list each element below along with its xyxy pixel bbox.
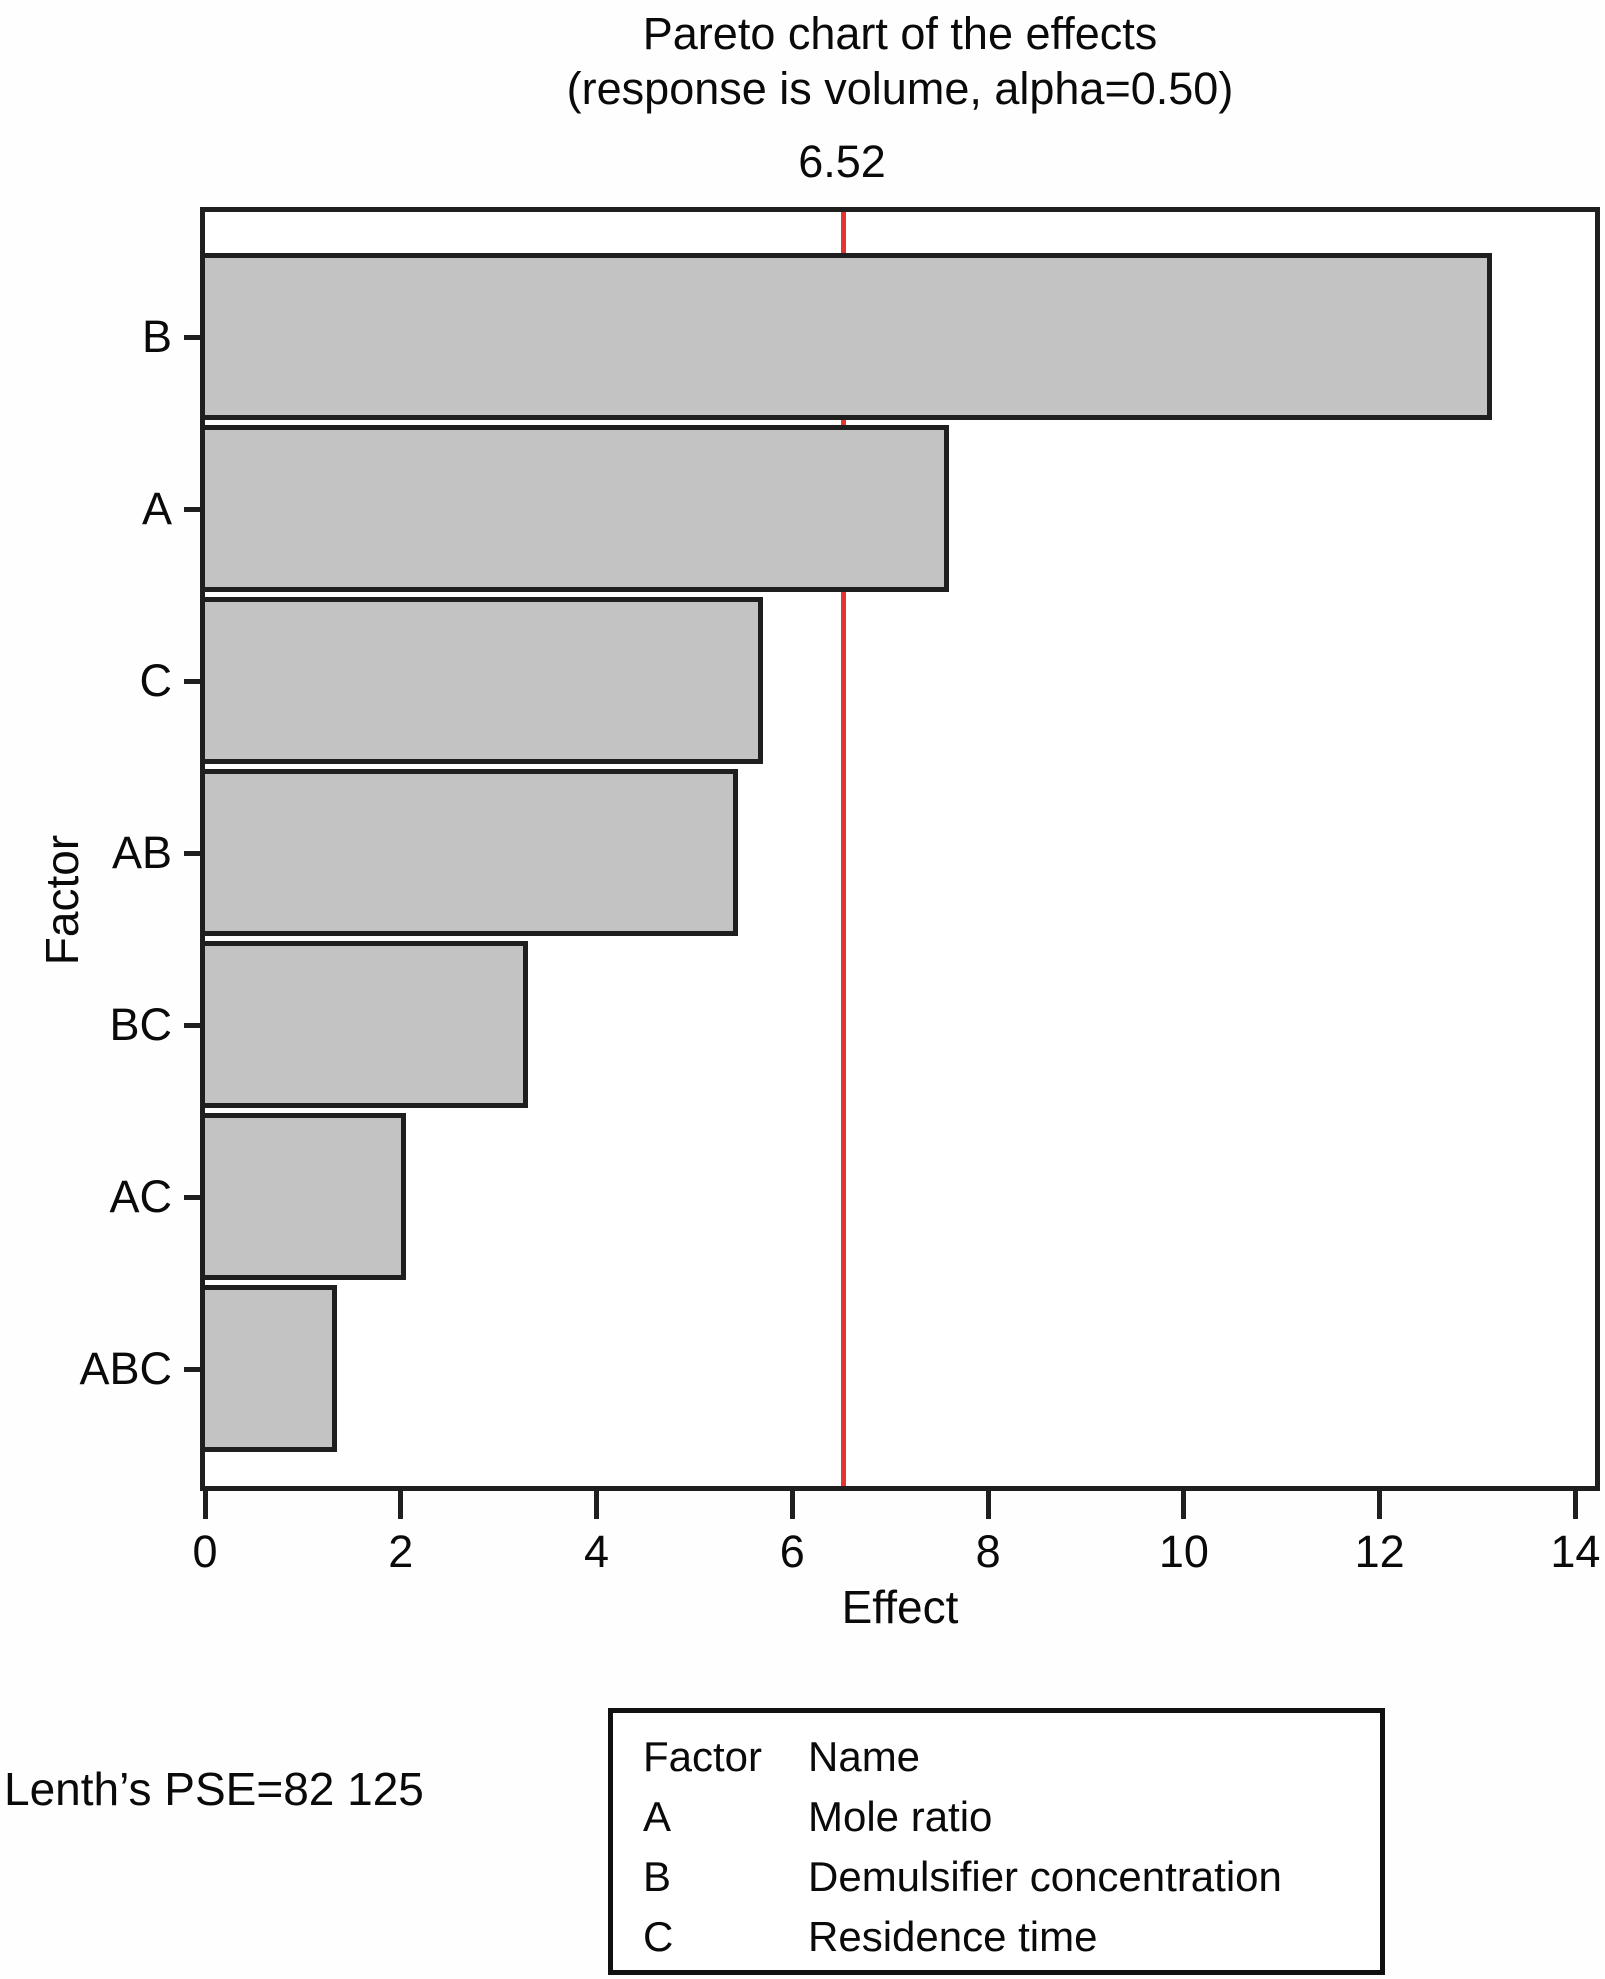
- legend-row-A: A Mole ratio: [613, 1787, 1380, 1847]
- legend-factor-cell: C: [643, 1913, 674, 1960]
- chart-title-line1: Pareto chart of the effects: [642, 8, 1158, 59]
- x-axis-tick-14: [1572, 1491, 1578, 1519]
- legend-factor-cell: B: [643, 1853, 672, 1900]
- x-axis-tick-label-14: 14: [1550, 1526, 1601, 1577]
- chart-title-line2: (response is volume, alpha=0.50): [566, 63, 1234, 114]
- bar-AC: [205, 1113, 406, 1280]
- legend-factor-cell: A: [643, 1793, 672, 1840]
- y-axis-tick-B: [184, 335, 204, 340]
- x-axis-tick-0: [202, 1491, 208, 1519]
- legend-factor-cell: Factor: [643, 1733, 763, 1780]
- x-axis-tick-label-2: 2: [388, 1526, 414, 1577]
- x-axis-tick-12: [1377, 1491, 1383, 1519]
- y-axis-tick-label-A: A: [141, 483, 172, 534]
- legend-name-cell: Residence time: [808, 1913, 1098, 1960]
- y-axis-tick-label-B: B: [141, 311, 172, 362]
- y-axis-tick-label-C: C: [139, 655, 173, 706]
- reference-line-value-label: 6.52: [798, 136, 886, 187]
- y-axis-tick-A: [184, 507, 204, 512]
- bar-B: [205, 253, 1493, 420]
- y-axis-tick-label-AB: AB: [111, 827, 172, 878]
- x-axis-tick-10: [1181, 1491, 1187, 1519]
- x-axis-title: Effect: [841, 1581, 959, 1633]
- legend-rows: Factor Name A Mole ratio B Demulsifier concen…: [613, 1727, 1380, 1967]
- legend-name-cell: Name: [808, 1733, 921, 1780]
- legend-name-cell: Demulsifier concentration: [808, 1853, 1282, 1900]
- reference-line: [841, 212, 847, 1486]
- page-title: Pareto chart of the effects (response is…: [300, 6, 1500, 116]
- bar-C: [205, 597, 763, 764]
- lenths-pse-note: Lenth’s PSE=82 125: [4, 1763, 424, 1815]
- x-axis-tick-label-10: 10: [1158, 1526, 1209, 1577]
- bar-A: [205, 425, 949, 592]
- plot-inner: [205, 212, 1595, 1486]
- y-axis-tick-C: [184, 679, 204, 684]
- x-axis-tick-label-0: 0: [192, 1526, 218, 1577]
- legend-name-cell: Mole ratio: [808, 1793, 993, 1840]
- x-axis-tick-label-12: 12: [1354, 1526, 1405, 1577]
- x-axis-tick-6: [789, 1491, 795, 1519]
- x-axis-tick-2: [398, 1491, 404, 1519]
- bar-BC: [205, 941, 529, 1108]
- legend-header-row: Factor Name: [613, 1727, 1380, 1787]
- legend-row-B: B Demulsifier concentration: [613, 1847, 1380, 1907]
- x-axis-tick-4: [594, 1491, 600, 1519]
- y-axis-tick-BC: [184, 1023, 204, 1028]
- y-axis-tick-AB: [184, 851, 204, 856]
- y-axis-tick-AC: [184, 1195, 204, 1200]
- legend-box: Factor Name A Mole ratio B Demulsifier concen…: [608, 1708, 1385, 1975]
- x-axis-tick-label-6: 6: [779, 1526, 805, 1577]
- bar-AB: [205, 769, 739, 936]
- y-axis-tick-label-BC: BC: [109, 999, 172, 1050]
- bar-ABC: [205, 1285, 338, 1452]
- y-axis-tick-label-AC: AC: [109, 1171, 172, 1222]
- x-axis-tick-label-4: 4: [584, 1526, 610, 1577]
- y-axis-tick-ABC: [184, 1367, 204, 1372]
- legend-row-C: C Residence time: [613, 1907, 1380, 1967]
- x-axis-tick-label-8: 8: [975, 1526, 1001, 1577]
- x-axis-tick-8: [985, 1491, 991, 1519]
- plot-area: [200, 207, 1600, 1491]
- y-axis-tick-label-ABC: ABC: [79, 1343, 172, 1394]
